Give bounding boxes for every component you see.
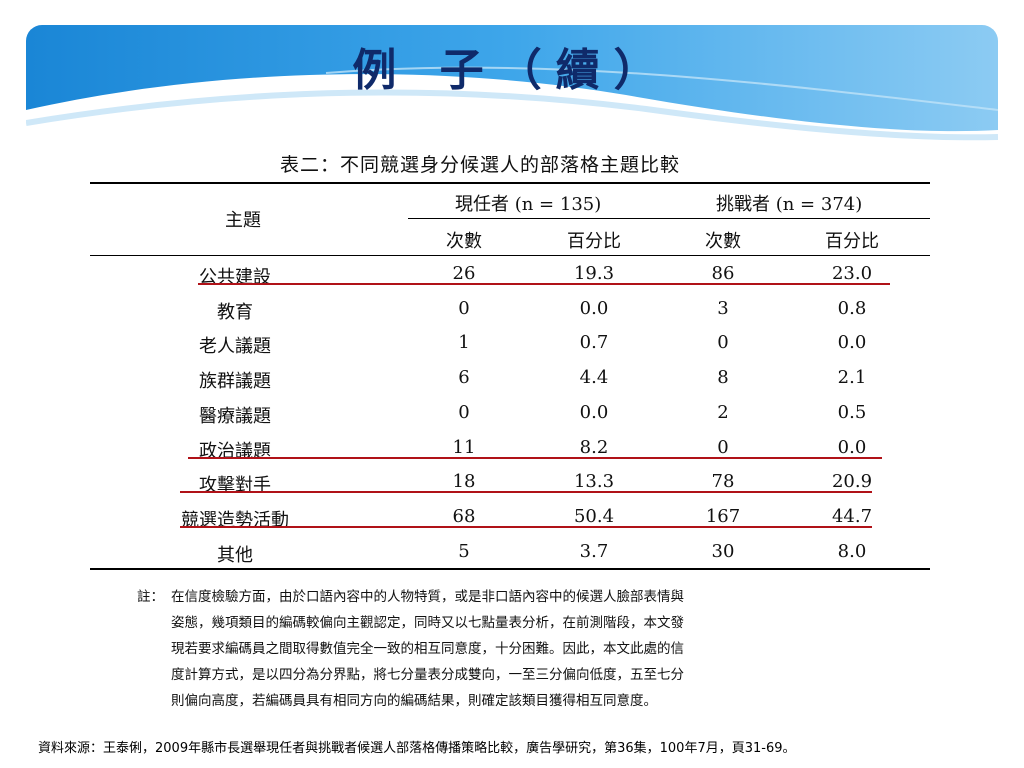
slide-title: 例 子（續）: [352, 45, 672, 96]
note-label: 註：: [137, 589, 164, 605]
subheader-percent: 百分比: [567, 231, 621, 252]
row-value-v2: 0: [717, 437, 729, 458]
row-value-p1: 13.3: [573, 471, 615, 492]
row-value-p1: 50.4: [573, 506, 615, 527]
row-value-p1: 0.7: [579, 332, 609, 353]
row-value-p2: 8.0: [837, 541, 867, 562]
title-banner: [26, 25, 998, 149]
row-topic: 族群議題: [199, 371, 271, 392]
table-bottom-rule: [90, 568, 930, 570]
table-note: 註： 在信度檢驗方面，由於口語內容中的人物特質，或是非口語內容中的候選人臉部表情…: [137, 584, 817, 714]
row-topic: 攻擊對手: [199, 475, 271, 496]
table-caption: 表二：不同競選身分候選人的部落格主題比較: [280, 154, 681, 176]
row-value-v2: 2: [717, 402, 729, 423]
row-value-p2: 20.9: [831, 471, 873, 492]
row-value-p2: 44.7: [831, 506, 873, 527]
row-value-v2: 78: [711, 471, 735, 492]
highlight-underline: [198, 283, 890, 285]
row-value-p1: 8.2: [579, 437, 609, 458]
source-citation: 資料來源：王泰俐，2009年縣市長選舉現任者與挑戰者候選人部落格傳播策略比較，廣…: [38, 741, 796, 756]
row-value-v1: 1: [458, 332, 470, 353]
group-header-incumbent: 現任者 (n = 135): [455, 194, 602, 215]
row-value-v2: 8: [717, 367, 729, 388]
row-topic: 競選造勢活動: [181, 510, 289, 531]
row-value-v2: 167: [705, 506, 741, 527]
row-topic: 教育: [217, 302, 253, 323]
row-value-v1: 0: [458, 298, 470, 319]
row-topic: 政治議題: [199, 441, 271, 462]
row-value-p2: 0.8: [837, 298, 867, 319]
highlight-underline: [180, 526, 872, 528]
row-value-v2: 30: [711, 541, 735, 562]
row-topic: 醫療議題: [199, 406, 271, 427]
subheader-count: 次數: [446, 231, 482, 252]
row-value-v1: 6: [458, 367, 470, 388]
row-value-v1: 11: [452, 437, 476, 458]
group-header-challenger: 挑戰者 (n = 374): [716, 194, 863, 215]
topic-header: 主題: [225, 210, 261, 231]
row-value-p2: 0.5: [837, 402, 867, 423]
highlight-underline: [180, 491, 872, 493]
note-line: 現若要求編碼員之間取得數值完全一致的相互同意度，十分困難。因此，本文此處的信: [171, 641, 684, 657]
row-value-v1: 26: [452, 263, 476, 284]
table-top-rule: [90, 182, 930, 184]
row-value-p2: 23.0: [831, 263, 873, 284]
note-line: 在信度檢驗方面，由於口語內容中的人物特質，或是非口語內容中的候選人臉部表情與: [171, 589, 684, 605]
row-value-v2: 86: [711, 263, 735, 284]
table-sub-rule: [408, 218, 930, 219]
row-value-v1: 18: [452, 471, 476, 492]
note-line: 則偏向高度，若編碼員具有相同方向的編碼結果，則確定該類目獲得相互同意度。: [171, 693, 657, 709]
note-line: 度計算方式，是以四分為分界點，將七分量表分成雙向，一至三分偏向低度，五至七分: [171, 667, 684, 683]
row-value-p1: 4.4: [579, 367, 609, 388]
row-value-v1: 5: [458, 541, 470, 562]
subheader-percent: 百分比: [825, 231, 879, 252]
row-value-p2: 0.0: [837, 437, 867, 458]
row-value-p2: 2.1: [837, 367, 867, 388]
highlight-underline: [188, 457, 882, 459]
row-topic: 公共建設: [199, 267, 271, 288]
row-value-v2: 3: [717, 298, 729, 319]
row-value-p1: 0.0: [579, 402, 609, 423]
wave-background: [26, 25, 998, 149]
row-value-v2: 0: [717, 332, 729, 353]
table-header-rule: [90, 255, 930, 256]
row-value-p1: 19.3: [573, 263, 615, 284]
row-value-p1: 3.7: [579, 541, 609, 562]
row-value-v1: 68: [452, 506, 476, 527]
subheader-count: 次數: [705, 231, 741, 252]
note-line: 姿態，幾項類目的編碼較偏向主觀認定，同時又以七點量表分析，在前測階段，本文發: [171, 615, 684, 631]
row-value-p1: 0.0: [579, 298, 609, 319]
row-value-v1: 0: [458, 402, 470, 423]
row-value-p2: 0.0: [837, 332, 867, 353]
row-topic: 老人議題: [199, 336, 271, 357]
row-topic: 其他: [217, 545, 253, 566]
